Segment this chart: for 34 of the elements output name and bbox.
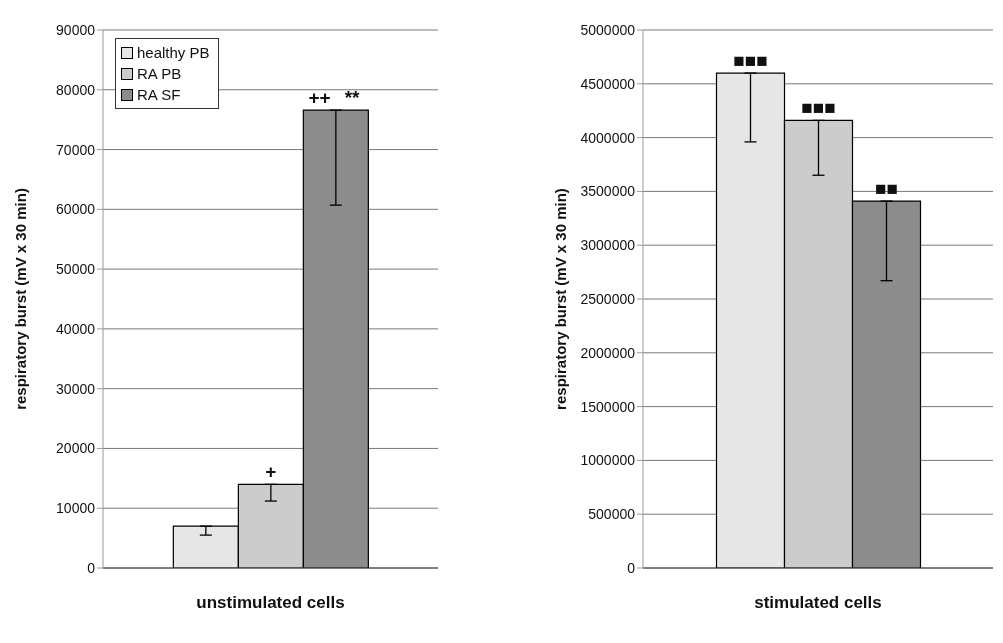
y-tick-label: 3000000 bbox=[580, 237, 636, 254]
y-tick-label: 20000 bbox=[56, 440, 96, 457]
y-tick-label: 5000000 bbox=[580, 21, 636, 38]
legend-label: RA PB bbox=[137, 64, 182, 84]
y-tick-label: 30000 bbox=[56, 380, 96, 397]
y-tick-label: 60000 bbox=[56, 201, 96, 218]
y-tick-label: 0 bbox=[627, 559, 636, 576]
y-tick-label: 50000 bbox=[56, 261, 96, 278]
annotation: ■■■ bbox=[733, 50, 768, 72]
y-tick-label: 40000 bbox=[56, 320, 96, 337]
legend-label: healthy PB bbox=[137, 43, 210, 63]
y-tick-label: 4000000 bbox=[580, 129, 636, 146]
annotation: ++ bbox=[308, 87, 331, 109]
y-tick-label: 1500000 bbox=[580, 398, 636, 415]
y-axis-title: respiratory burst (mV x 30 min) bbox=[12, 188, 30, 410]
y-tick-label: 0 bbox=[87, 559, 96, 576]
y-tick-label: 3500000 bbox=[580, 183, 636, 200]
annotation: + bbox=[265, 461, 277, 483]
y-tick-label: 1000000 bbox=[580, 452, 636, 469]
y-axis-title: respiratory burst (mV x 30 min) bbox=[552, 188, 570, 410]
y-tick-label: 10000 bbox=[56, 500, 96, 517]
annotation: ■■■ bbox=[801, 97, 836, 119]
y-tick-label: 500000 bbox=[588, 506, 636, 523]
annotation: ** bbox=[344, 87, 361, 109]
annotation: ■■ bbox=[875, 178, 898, 200]
y-tick-label: 2500000 bbox=[580, 290, 636, 307]
y-tick-label: 2000000 bbox=[580, 344, 636, 361]
y-tick-label: 70000 bbox=[56, 141, 96, 158]
x-tick-label: stimulated cells bbox=[754, 593, 882, 613]
x-tick-label: unstimulated cells bbox=[196, 593, 345, 613]
y-tick-label: 80000 bbox=[56, 81, 96, 98]
y-tick-label: 4500000 bbox=[580, 75, 636, 92]
y-tick-label: 90000 bbox=[56, 21, 96, 38]
legend-label: RA SF bbox=[137, 85, 181, 105]
